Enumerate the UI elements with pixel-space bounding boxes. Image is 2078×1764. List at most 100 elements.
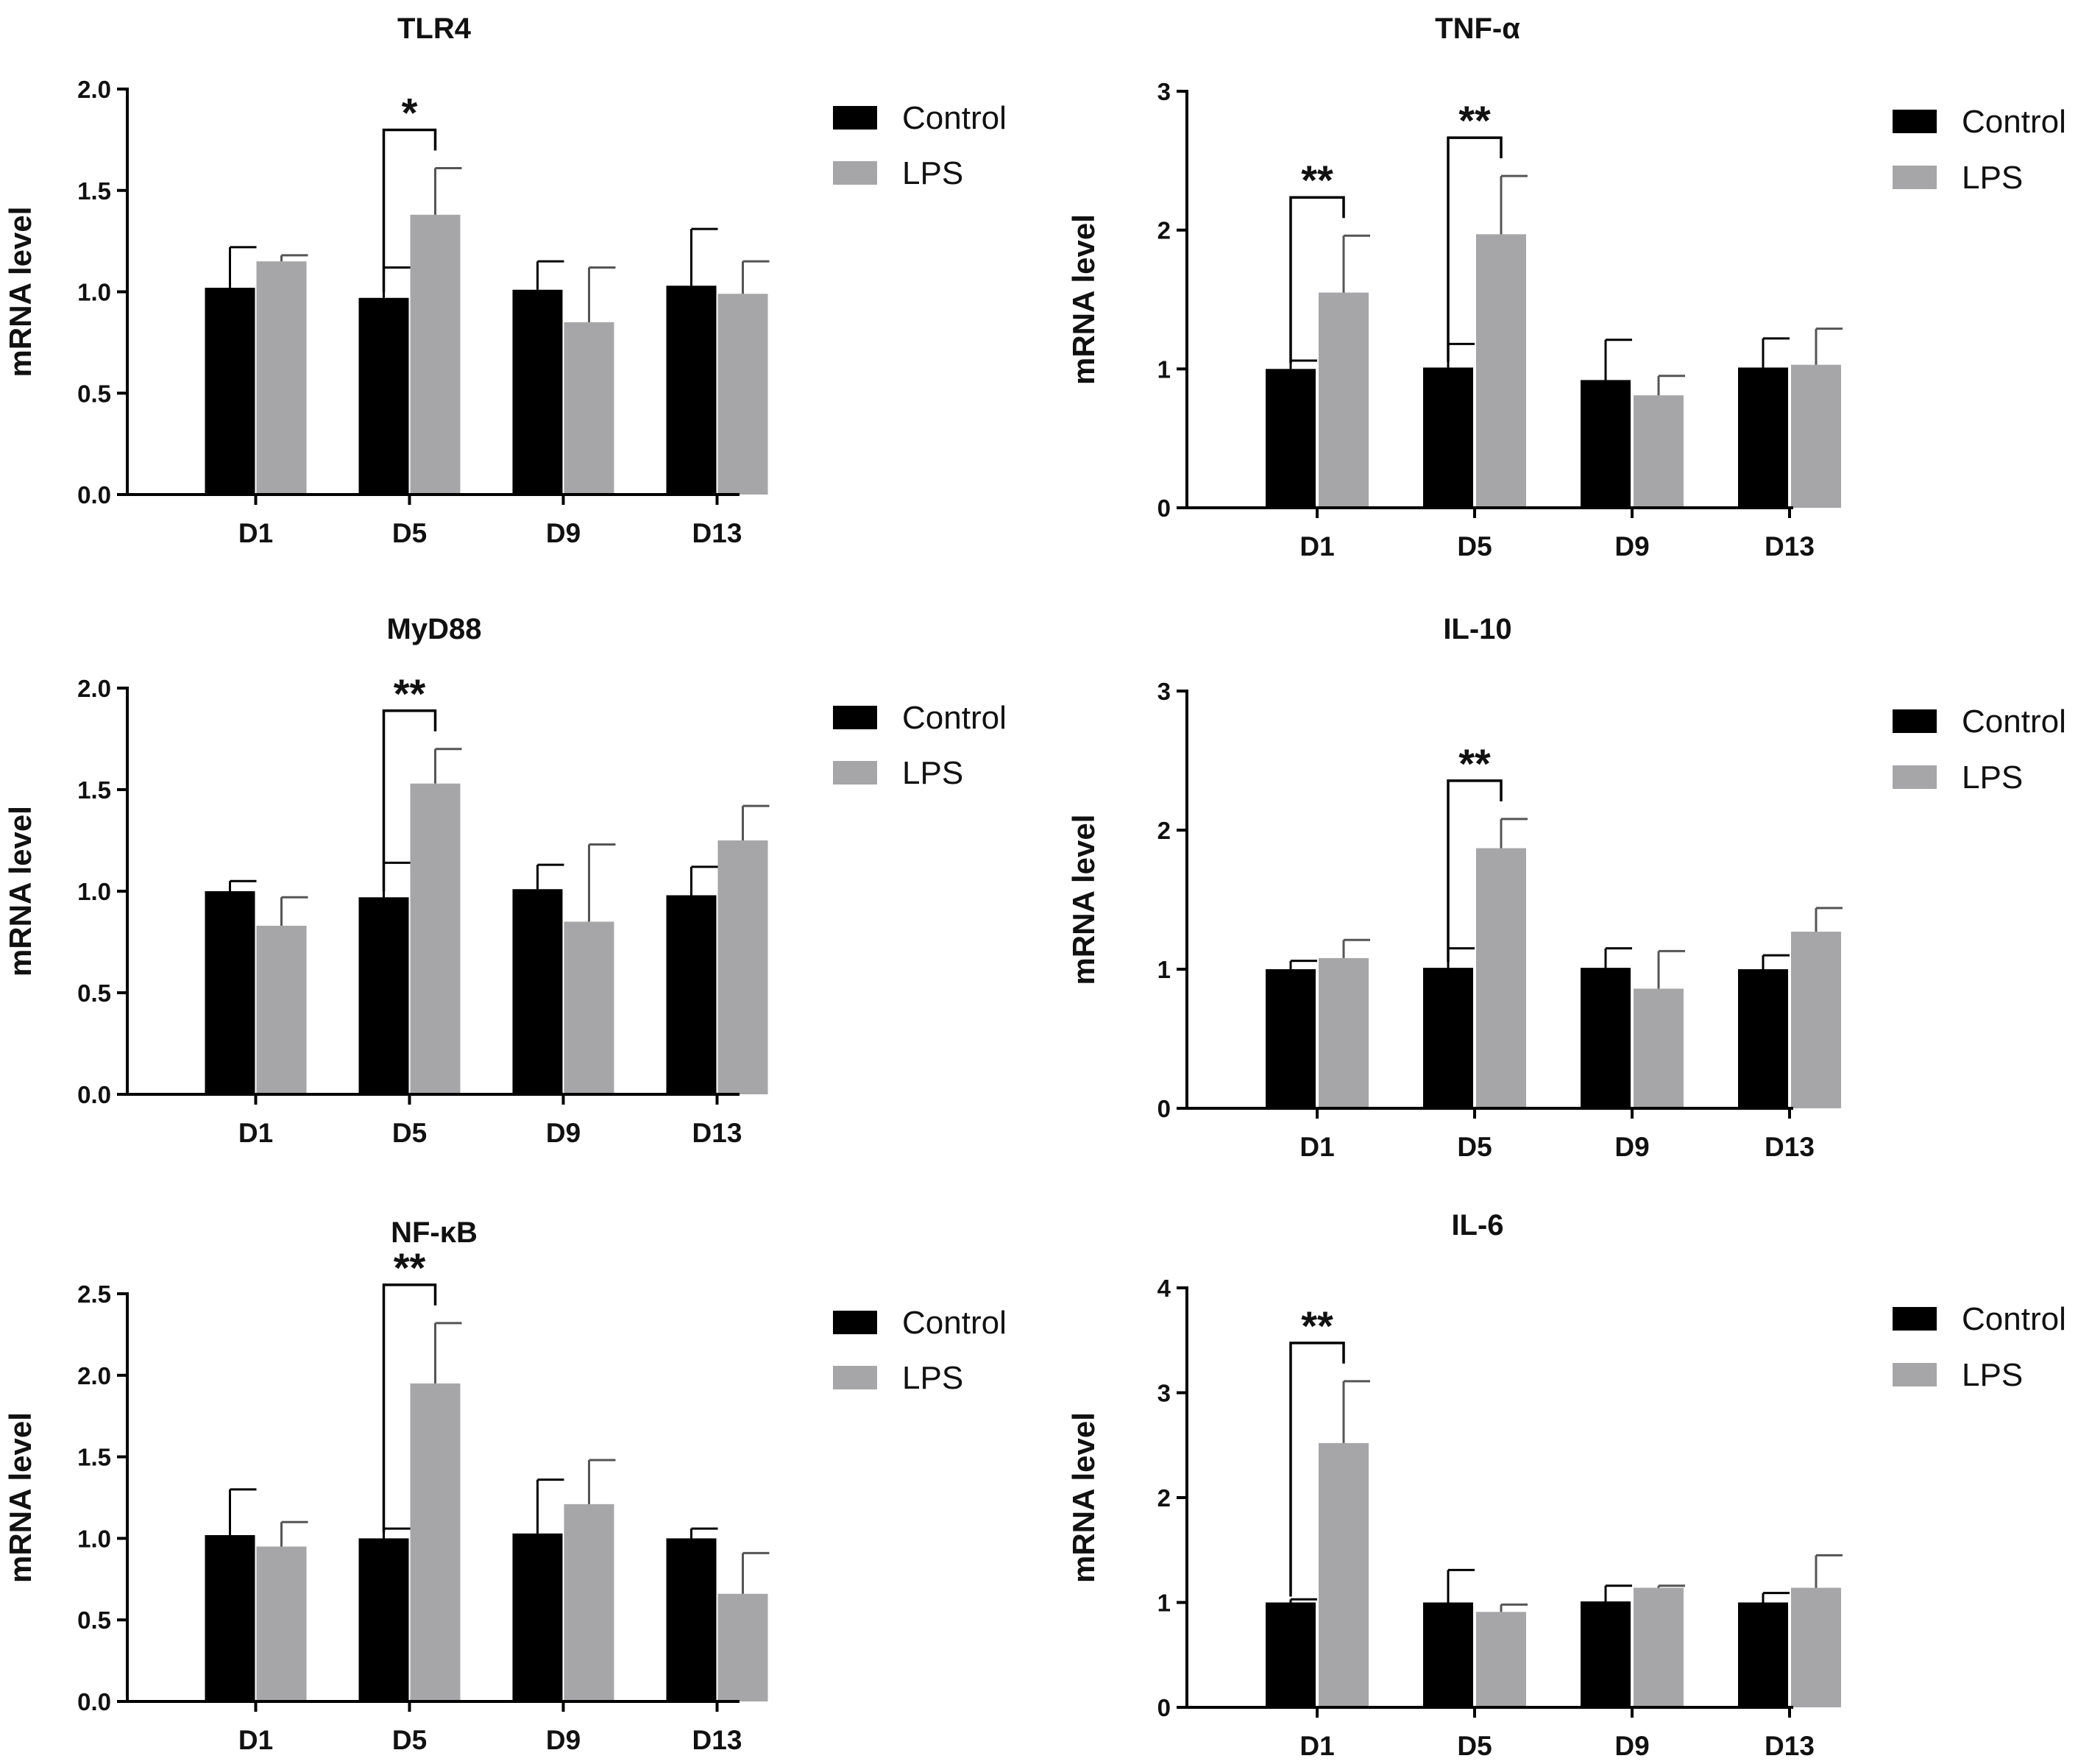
significance-bracket bbox=[382, 128, 437, 292]
y-tick-label: 2.0 bbox=[77, 675, 111, 702]
x-tick-label: D5 bbox=[1457, 531, 1492, 562]
y-tick-label: 3 bbox=[1157, 78, 1171, 105]
y-tick-label: 2 bbox=[1157, 217, 1171, 244]
bar-control-d1 bbox=[205, 287, 255, 495]
bar-lps-d5 bbox=[1476, 1612, 1526, 1707]
legend-swatch-control bbox=[1893, 709, 1937, 733]
x-tick-label: D13 bbox=[692, 1118, 742, 1148]
significance-label: ** bbox=[394, 1244, 426, 1291]
legend-swatch-lps bbox=[833, 761, 877, 784]
y-tick-label: 1.5 bbox=[77, 1444, 111, 1471]
chart-panel-2: TNF-α mRNA level D1 D5 D9 D13 ** ** 0 1 2 3 Control L… bbox=[1066, 13, 2066, 562]
x-tick-label: D9 bbox=[546, 1725, 581, 1755]
y-tick-label: 0 bbox=[1157, 1095, 1171, 1122]
legend-label-lps: LPS bbox=[902, 155, 963, 191]
significance-label: ** bbox=[1458, 740, 1491, 787]
bar-lps-d13 bbox=[717, 840, 768, 1094]
x-tick-label: D9 bbox=[546, 518, 581, 548]
bar-lps-d1 bbox=[1319, 292, 1369, 508]
y-tick-label: 0.0 bbox=[77, 1081, 111, 1108]
significance-label: ** bbox=[1301, 157, 1333, 203]
bar-lps-d5 bbox=[410, 1383, 461, 1701]
significance-bracket bbox=[1447, 136, 1503, 362]
bar-lps-d9 bbox=[564, 322, 614, 495]
x-tick-label: D13 bbox=[1765, 1132, 1815, 1162]
legend-label-control: Control bbox=[1962, 1301, 2066, 1337]
legend-label-lps: LPS bbox=[1962, 759, 2023, 796]
bar-control-d9 bbox=[512, 889, 563, 1094]
bar-lps-d5 bbox=[1476, 848, 1526, 1108]
y-tick-label: 4 bbox=[1157, 1275, 1171, 1302]
x-tick-label: D13 bbox=[1765, 1731, 1815, 1761]
legend-swatch-lps bbox=[1893, 765, 1937, 789]
significance-bracket bbox=[1289, 196, 1345, 364]
bar-control-d1 bbox=[1266, 969, 1316, 1108]
chart-title: TNF-α bbox=[1435, 13, 1520, 45]
y-tick-label: 0 bbox=[1157, 1694, 1171, 1721]
y-axis-label: mRNA level bbox=[3, 1412, 38, 1583]
y-tick-label: 0.5 bbox=[77, 980, 111, 1007]
bar-control-d13 bbox=[666, 895, 717, 1094]
significance-bracket bbox=[1447, 779, 1503, 963]
chart-panel-1: TLR4 mRNA level D1 D5 D9 D13 * 0.0 0.5 1.0 1.5 2.0 C… bbox=[3, 13, 1007, 548]
bar-lps-d1 bbox=[256, 261, 307, 495]
bar-control-d5 bbox=[1423, 1602, 1473, 1707]
legend-label-control: Control bbox=[1962, 104, 2066, 140]
bar-lps-d13 bbox=[1791, 1587, 1841, 1707]
bar-lps-d13 bbox=[717, 294, 768, 495]
bar-control-d13 bbox=[1738, 969, 1788, 1108]
y-axis-label: mRNA level bbox=[3, 207, 38, 378]
y-tick-label: 3 bbox=[1157, 678, 1171, 705]
y-tick-label: 2 bbox=[1157, 1484, 1171, 1512]
x-tick-label: D13 bbox=[692, 518, 742, 548]
legend-swatch-lps bbox=[1893, 1363, 1937, 1386]
legend-label-control: Control bbox=[1962, 704, 2066, 740]
x-tick-label: D9 bbox=[1614, 1731, 1649, 1761]
chart-title: MyD88 bbox=[387, 613, 482, 645]
y-tick-label: 2 bbox=[1157, 817, 1171, 844]
legend-swatch-control bbox=[1893, 1307, 1937, 1331]
bar-lps-d9 bbox=[1634, 988, 1684, 1108]
chart-title: IL-6 bbox=[1451, 1209, 1503, 1241]
x-tick-label: D5 bbox=[392, 1118, 427, 1148]
legend-swatch-control bbox=[1893, 110, 1937, 133]
x-tick-label: D1 bbox=[238, 518, 273, 548]
bar-lps-d5 bbox=[410, 783, 461, 1094]
bar-control-d5 bbox=[1423, 367, 1473, 508]
y-tick-label: 1.0 bbox=[77, 279, 111, 306]
legend-label-lps: LPS bbox=[1962, 1357, 2023, 1393]
bar-control-d9 bbox=[1581, 968, 1631, 1108]
bar-lps-d5 bbox=[410, 214, 461, 495]
bar-lps-d1 bbox=[256, 1546, 307, 1701]
significance-bracket bbox=[1289, 1342, 1345, 1597]
y-axis-label: mRNA level bbox=[1066, 815, 1101, 985]
y-axis-label: mRNA level bbox=[1066, 1412, 1101, 1583]
legend-swatch-control bbox=[833, 1311, 877, 1334]
y-tick-label: 0.5 bbox=[77, 1607, 111, 1634]
y-tick-label: 2.5 bbox=[77, 1281, 111, 1308]
bar-control-d9 bbox=[1581, 1601, 1631, 1707]
x-tick-label: D1 bbox=[1299, 1132, 1334, 1162]
y-tick-label: 2.0 bbox=[77, 1362, 111, 1389]
y-tick-label: 2.0 bbox=[77, 76, 111, 103]
bar-control-d13 bbox=[1738, 1602, 1788, 1707]
chart-title: TLR4 bbox=[397, 13, 472, 45]
x-tick-label: D5 bbox=[1457, 1132, 1492, 1162]
bar-control-d1 bbox=[205, 1534, 255, 1701]
y-tick-label: 1.0 bbox=[77, 878, 111, 905]
x-tick-label: D5 bbox=[392, 518, 427, 548]
significance-bracket bbox=[382, 709, 437, 892]
bar-control-d9 bbox=[1581, 380, 1631, 508]
y-tick-label: 1.5 bbox=[77, 776, 111, 804]
chart-panel-4: IL-10 mRNA level D1 D5 D9 D13 ** 0 1 2 3 Control LPS bbox=[1066, 613, 2066, 1162]
significance-label: * bbox=[402, 89, 418, 135]
chart-panel-3: MyD88 mRNA level D1 D5 D9 D13 ** 0.0 0.5 1.0 1.5 2.… bbox=[3, 613, 1007, 1148]
bar-control-d5 bbox=[358, 1538, 409, 1701]
y-tick-label: 1 bbox=[1157, 355, 1171, 383]
x-tick-label: D1 bbox=[238, 1725, 273, 1755]
x-tick-label: D1 bbox=[1299, 1731, 1334, 1761]
bar-lps-d9 bbox=[564, 921, 614, 1094]
bar-lps-d1 bbox=[1319, 1442, 1369, 1707]
bar-lps-d1 bbox=[1319, 957, 1369, 1108]
